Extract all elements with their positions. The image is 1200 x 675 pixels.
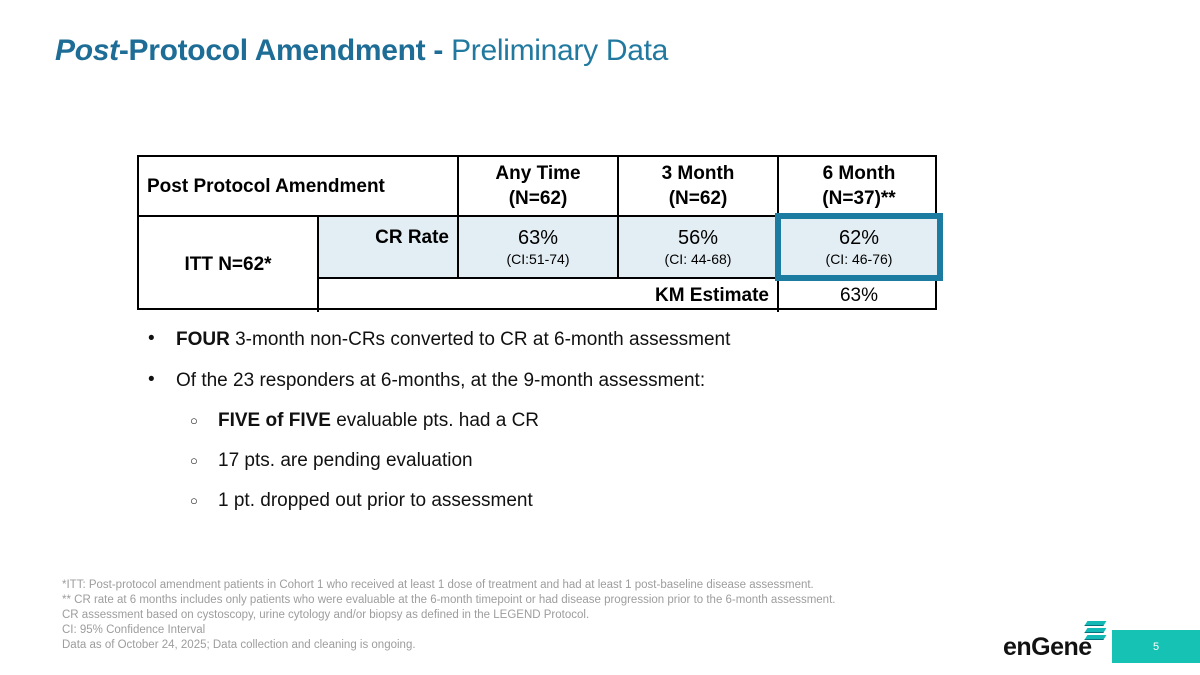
engene-logo-icon — [1084, 621, 1107, 642]
sub-bullet-five-rest: evaluable pts. had a CR — [330, 410, 540, 431]
sub-bullet-five-of-five: FIVE of FIVE evaluable pts. had a CR — [218, 409, 539, 433]
logo-bar — [1084, 634, 1107, 640]
cr-rate-6-month-value: 62% — [838, 227, 880, 249]
page-number-badge: 5 — [1112, 630, 1200, 663]
cr-rate-any-time-cell: 63% (CI:51-74) — [459, 217, 619, 279]
sub-bullet-five-bold: FIVE of FIVE — [218, 410, 331, 431]
bullet-marker: • — [148, 328, 155, 349]
cr-rate-6-month-cell-highlighted: 62% (CI: 46-76) — [775, 213, 943, 281]
cr-rate-any-time-value: 63% — [517, 227, 559, 249]
column-header-6-month-line1: 6 Month — [822, 163, 896, 184]
title-italic-part: Post — [55, 34, 119, 67]
footnote-itt: *ITT: Post-protocol amendment patients i… — [62, 579, 814, 591]
page-title: Post-Protocol Amendment - Preliminary Dat… — [55, 33, 668, 69]
bullet-four-bold: FOUR — [176, 329, 230, 350]
footnote-data-date: Data as of October 24, 2025; Data collec… — [62, 639, 416, 651]
column-header-3-month-line2: (N=62) — [668, 188, 728, 209]
page-number: 5 — [1152, 640, 1160, 653]
km-estimate-label: KM Estimate — [319, 279, 779, 312]
column-header-3-month: 3 Month (N=62) — [619, 157, 779, 217]
sub-bullet-marker: ○ — [190, 413, 198, 428]
sub-bullet-pending: 17 pts. are pending evaluation — [218, 450, 473, 471]
cr-rate-3-month-ci: (CI: 44-68) — [664, 251, 732, 267]
footnote-cr-assessment: CR assessment based on cystoscopy, urine… — [62, 609, 590, 621]
logo-bar — [1084, 627, 1107, 633]
column-header-any-time-line2: (N=62) — [508, 188, 568, 209]
logo-bar — [1084, 621, 1107, 626]
title-regular-part: Preliminary Data — [451, 34, 669, 67]
sub-bullet-marker: ○ — [190, 493, 198, 508]
column-header-6-month: 6 Month (N=37)** — [779, 157, 939, 217]
engene-logo-text: enGene — [1003, 633, 1092, 661]
footnotes: *ITT: Post-protocol amendment patients i… — [62, 578, 835, 653]
cr-rate-label: CR Rate — [319, 217, 459, 279]
bullet-marker: • — [148, 369, 155, 390]
cr-rate-any-time-ci: (CI:51-74) — [506, 251, 570, 267]
sub-bullet-marker: ○ — [190, 453, 198, 468]
row-label-itt: ITT N=62* — [139, 217, 319, 312]
bullet-responders: Of the 23 responders at 6-months, at the… — [176, 370, 706, 391]
bullet-four-converted: FOUR 3-month non-CRs converted to CR at … — [176, 328, 730, 352]
table-corner-header: Post Protocol Amendment — [139, 157, 459, 217]
column-header-3-month-line1: 3 Month — [661, 163, 735, 184]
cr-rate-6-month-ci: (CI: 46-76) — [825, 251, 893, 267]
column-header-any-time-line1: Any Time — [495, 163, 581, 184]
km-estimate-value: 63% — [839, 284, 879, 306]
cr-rate-3-month-cell: 56% (CI: 44-68) — [619, 217, 779, 279]
column-header-any-time: Any Time (N=62) — [459, 157, 619, 217]
title-bold-part: -Protocol Amendment - — [118, 34, 444, 67]
bullet-four-rest: 3-month non-CRs converted to CR at 6-mon… — [229, 329, 731, 350]
footnote-ci: CI: 95% Confidence Interval — [62, 624, 206, 636]
column-header-6-month-line2: (N=37)** — [822, 188, 896, 209]
cr-rate-3-month-value: 56% — [677, 227, 719, 249]
footnote-cr-rate: ** CR rate at 6 months includes only pat… — [62, 594, 836, 606]
results-table: Post Protocol Amendment Any Time (N=62) … — [137, 155, 943, 312]
sub-bullet-dropped: 1 pt. dropped out prior to assessment — [218, 490, 533, 511]
